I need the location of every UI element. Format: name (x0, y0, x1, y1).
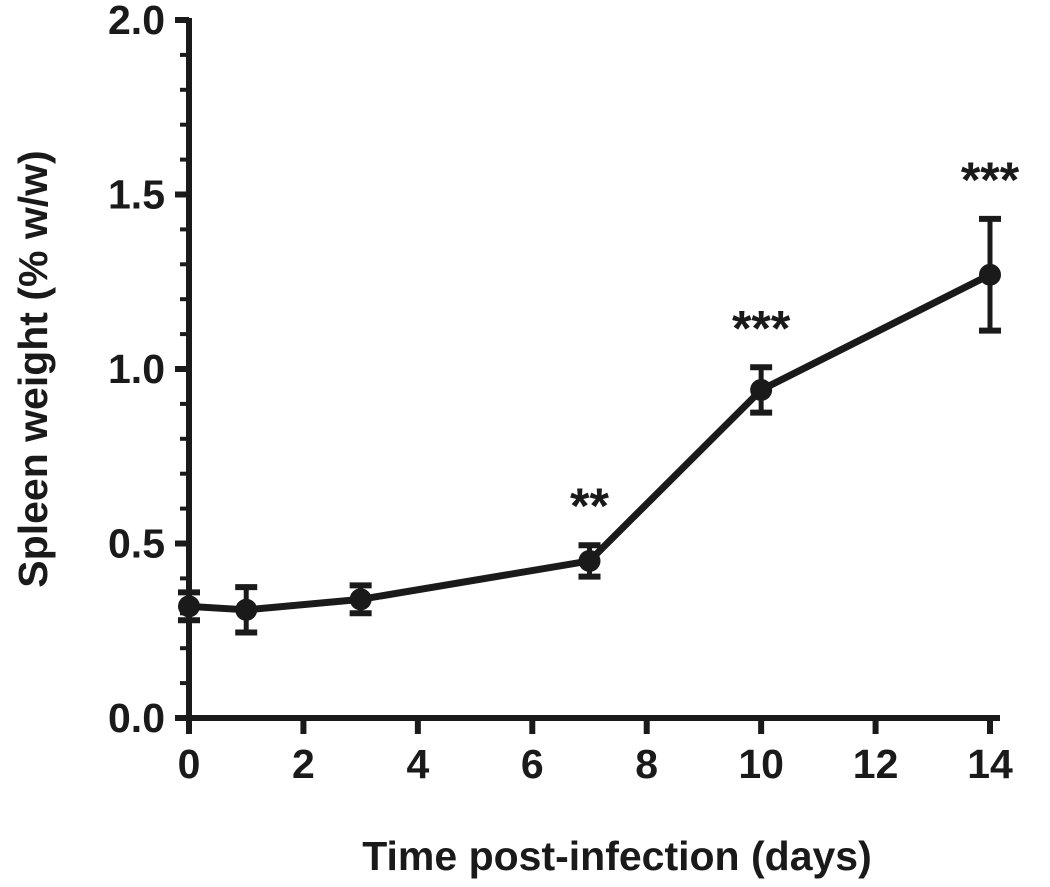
y-tick-label: 1.5 (108, 172, 165, 218)
y-tick-label: 2.0 (108, 0, 165, 43)
y-axis-label: Spleen weight (% w/w) (10, 150, 56, 587)
data-point (349, 588, 372, 611)
x-tick-label: 10 (738, 741, 784, 787)
significance-label: *** (732, 300, 791, 356)
significance-label: *** (961, 152, 1020, 208)
y-tick-label: 0.5 (108, 521, 165, 567)
data-point (750, 378, 773, 401)
x-tick-label: 2 (292, 741, 315, 787)
x-tick-label: 14 (967, 741, 1013, 787)
x-tick-label: 12 (853, 741, 899, 787)
significance-label: ** (570, 478, 609, 534)
x-axis-label: Time post-infection (days) (362, 833, 872, 879)
y-tick-label: 1.0 (108, 346, 165, 392)
y-tick-label: 0.0 (108, 695, 165, 741)
data-point (979, 263, 1001, 286)
x-tick-label: 8 (635, 741, 658, 787)
x-tick-label: 4 (406, 741, 429, 787)
x-tick-label: 0 (178, 741, 201, 787)
x-tick-label: 6 (521, 741, 544, 787)
data-point (235, 598, 258, 621)
data-point (578, 549, 601, 572)
data-point (178, 595, 200, 618)
